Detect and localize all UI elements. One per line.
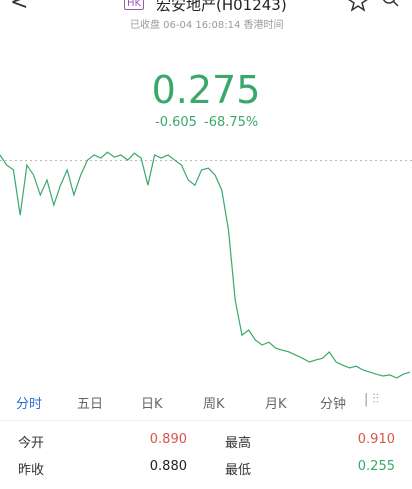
search-icon[interactable] [382,0,396,4]
tool-icons[interactable]: | ⫶⫶ [364,392,380,407]
stat-value: 0.880 [149,459,187,474]
price-line [0,151,411,379]
price-change-pct: -68.75% [204,115,259,130]
stat-value: 0.910 [357,432,395,447]
intraday-chart [0,151,412,379]
divider [0,420,412,421]
chart-tab[interactable]: 日K [141,397,163,412]
chart-tab[interactable]: 五日 [77,397,104,412]
search-icon-handle [392,0,399,7]
price-change: -0.605 [155,115,197,130]
market-badge: HK [124,0,145,10]
favorite-icon[interactable] [348,0,368,12]
last-price: 0.275 [151,68,261,112]
stat-value: 0.890 [149,432,187,447]
chart-tab[interactable]: 月K [265,397,287,412]
back-button[interactable]: < [10,0,29,15]
stat-value: 0.255 [357,459,395,474]
stat-label: 昨收 [18,463,45,478]
chart-tab[interactable]: 分钟 [320,397,347,412]
stat-label: 最高 [225,436,252,451]
chart-tab[interactable]: 周K [203,397,225,412]
chart-tab[interactable]: 分时 [16,397,43,412]
top-icons [348,0,399,12]
stat-label: 最低 [225,463,252,478]
stock-title: 宏安地产(H01243) [156,0,287,14]
market-status: 已收盘 06-04 16:08:14 香港时间 [130,20,284,31]
stat-label: 今开 [18,436,45,451]
